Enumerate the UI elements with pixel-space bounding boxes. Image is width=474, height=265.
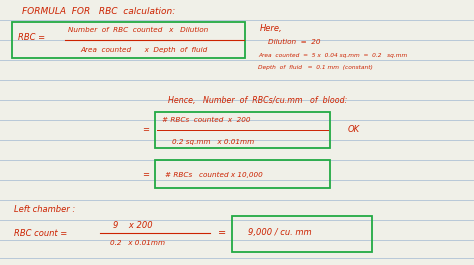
Text: Depth  of  fluid   =  0.1 mm  (constant): Depth of fluid = 0.1 mm (constant) [258,65,373,70]
Text: Left chamber :: Left chamber : [14,205,75,214]
Text: 9,000 / cu. mm: 9,000 / cu. mm [248,228,311,237]
Text: Hence,   Number  of  RBCs/cu.mm   of  blood:: Hence, Number of RBCs/cu.mm of blood: [168,95,347,104]
Text: Here,: Here, [260,24,283,33]
Text: Area  counted  =  5 x  0.04 sq.mm  =  0.2   sq.mm: Area counted = 5 x 0.04 sq.mm = 0.2 sq.m… [258,54,407,59]
Text: Area  counted      x  Depth  of  fluid: Area counted x Depth of fluid [80,47,207,53]
Text: =: = [142,126,149,135]
Text: # RBCs  counted  x  200: # RBCs counted x 200 [162,117,250,123]
Text: FORMULA  FOR   RBC  calculation:: FORMULA FOR RBC calculation: [22,7,175,16]
Text: =: = [142,170,149,179]
Text: # RBCs   counted x 10,000: # RBCs counted x 10,000 [165,172,263,178]
Text: RBC count =: RBC count = [14,228,67,237]
Text: OK: OK [348,126,360,135]
Text: 0.2 sq.mm   x 0.01mm: 0.2 sq.mm x 0.01mm [172,139,254,145]
Text: =: = [218,228,226,238]
Text: 9    x 200: 9 x 200 [113,220,153,229]
Text: RBC =: RBC = [18,33,45,42]
Text: 0.2   x 0.01mm: 0.2 x 0.01mm [110,240,165,246]
Text: Number  of  RBC  counted   x   Dilution: Number of RBC counted x Dilution [68,27,208,33]
Text: Dilution  =  20: Dilution = 20 [268,39,320,45]
